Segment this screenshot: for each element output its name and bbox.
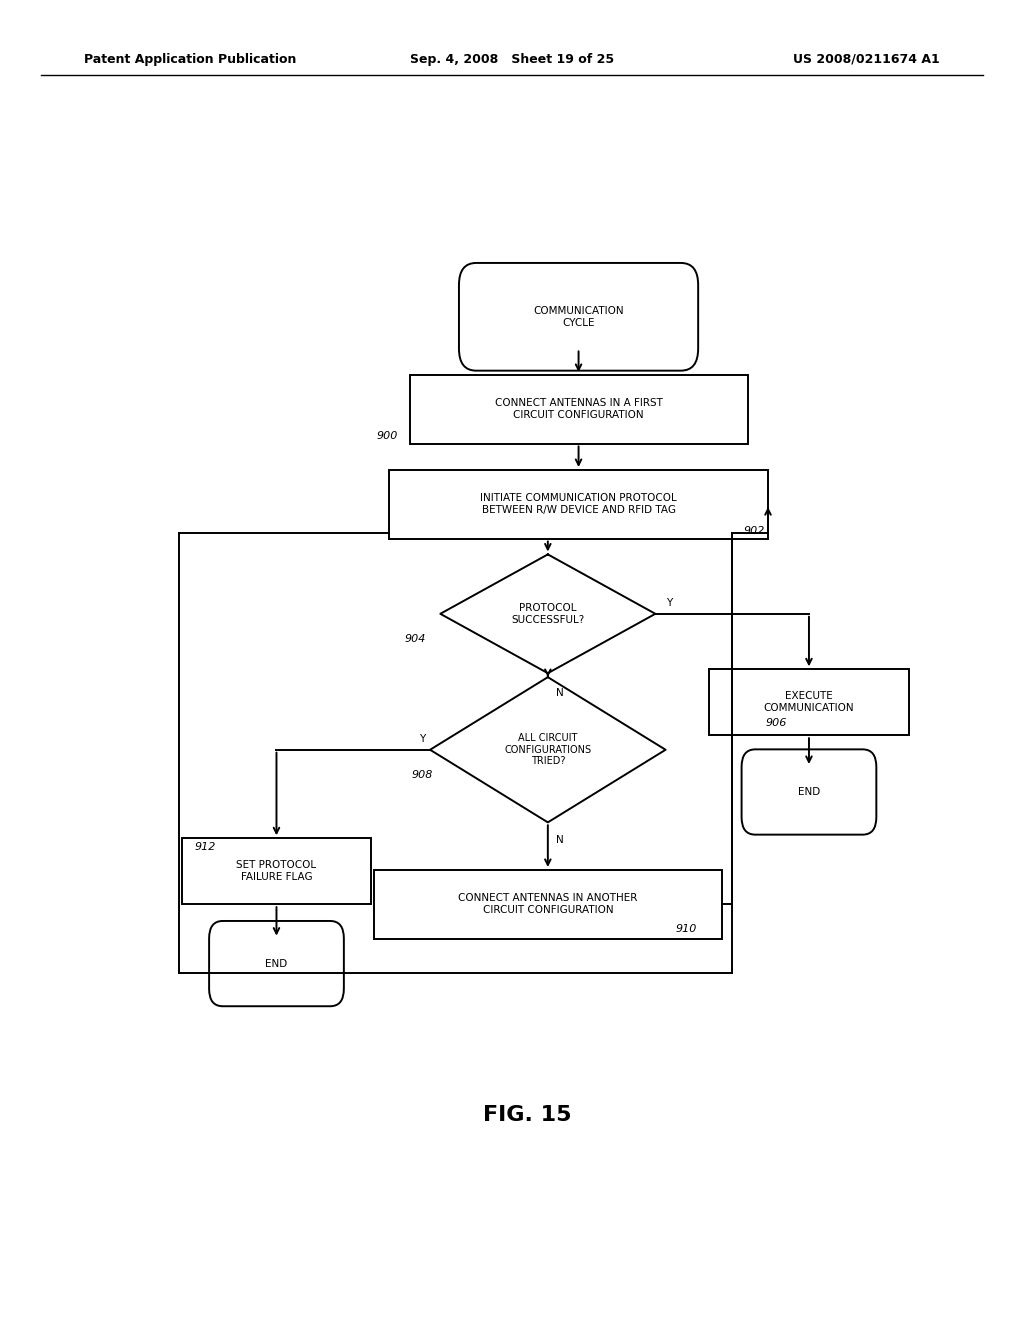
Text: 910: 910 bbox=[676, 924, 697, 935]
Text: 912: 912 bbox=[195, 842, 216, 853]
Text: CONNECT ANTENNAS IN ANOTHER
CIRCUIT CONFIGURATION: CONNECT ANTENNAS IN ANOTHER CIRCUIT CONF… bbox=[458, 894, 638, 915]
Text: 908: 908 bbox=[412, 770, 433, 780]
Polygon shape bbox=[440, 554, 655, 673]
Text: N: N bbox=[556, 834, 564, 845]
FancyBboxPatch shape bbox=[374, 870, 722, 939]
FancyBboxPatch shape bbox=[741, 750, 877, 834]
FancyBboxPatch shape bbox=[709, 669, 909, 735]
Text: Sep. 4, 2008   Sheet 19 of 25: Sep. 4, 2008 Sheet 19 of 25 bbox=[410, 53, 614, 66]
FancyBboxPatch shape bbox=[389, 470, 768, 539]
Text: N: N bbox=[556, 688, 564, 698]
Text: 902: 902 bbox=[743, 525, 765, 536]
FancyBboxPatch shape bbox=[182, 838, 372, 904]
Text: END: END bbox=[798, 787, 820, 797]
Text: COMMUNICATION
CYCLE: COMMUNICATION CYCLE bbox=[534, 306, 624, 327]
Text: PROTOCOL
SUCCESSFUL?: PROTOCOL SUCCESSFUL? bbox=[511, 603, 585, 624]
Text: FIG. 15: FIG. 15 bbox=[483, 1105, 571, 1126]
Text: US 2008/0211674 A1: US 2008/0211674 A1 bbox=[794, 53, 940, 66]
FancyBboxPatch shape bbox=[209, 921, 344, 1006]
Text: SET PROTOCOL
FAILURE FLAG: SET PROTOCOL FAILURE FLAG bbox=[237, 861, 316, 882]
Text: Y: Y bbox=[419, 734, 425, 744]
Polygon shape bbox=[430, 677, 666, 822]
Text: INITIATE COMMUNICATION PROTOCOL
BETWEEN R/W DEVICE AND RFID TAG: INITIATE COMMUNICATION PROTOCOL BETWEEN … bbox=[480, 494, 677, 515]
Text: 906: 906 bbox=[766, 718, 787, 729]
Text: 900: 900 bbox=[377, 430, 398, 441]
Text: 904: 904 bbox=[404, 634, 426, 644]
FancyBboxPatch shape bbox=[459, 263, 698, 371]
Text: ALL CIRCUIT
CONFIGURATIONS
TRIED?: ALL CIRCUIT CONFIGURATIONS TRIED? bbox=[504, 733, 592, 767]
Text: CONNECT ANTENNAS IN A FIRST
CIRCUIT CONFIGURATION: CONNECT ANTENNAS IN A FIRST CIRCUIT CONF… bbox=[495, 399, 663, 420]
Text: Y: Y bbox=[666, 598, 672, 609]
Text: Patent Application Publication: Patent Application Publication bbox=[84, 53, 296, 66]
FancyBboxPatch shape bbox=[410, 375, 748, 444]
Text: END: END bbox=[265, 958, 288, 969]
Text: EXECUTE
COMMUNICATION: EXECUTE COMMUNICATION bbox=[764, 692, 854, 713]
